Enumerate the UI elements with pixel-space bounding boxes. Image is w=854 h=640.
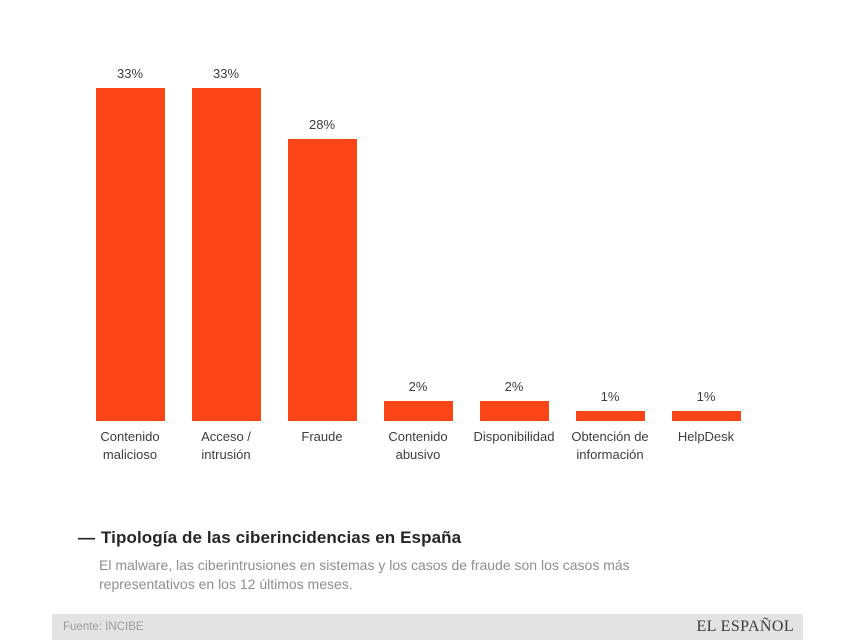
bar-column: 2% <box>370 379 466 421</box>
bar <box>191 88 261 421</box>
category-label: Contenido abusivo <box>388 429 448 462</box>
category-label: Disponibilidad <box>473 429 555 444</box>
bar-value-label: 33% <box>116 66 144 81</box>
bar-column: 28% <box>274 116 370 421</box>
brand-logo: EL ESPAÑOL <box>696 618 794 635</box>
source-label: Fuente: INCIBE <box>63 621 144 633</box>
bar <box>479 400 549 421</box>
category-label: Acceso / intrusión <box>201 429 251 462</box>
bar-value-label: 28% <box>308 116 336 132</box>
bar <box>95 88 165 421</box>
bar-value-label: 2% <box>504 378 524 394</box>
category-label: Obtención de información <box>571 429 649 462</box>
bar <box>671 410 741 421</box>
bar-column: 2% <box>466 379 562 421</box>
bar-column: 33% <box>178 66 274 421</box>
bar-value-label: 2% <box>408 378 428 394</box>
bars-row: 33% 33% 28% 2% 2% 1% 1% <box>82 41 754 421</box>
bar-column: 1% <box>562 389 658 421</box>
bar-value-label: 33% <box>212 66 240 81</box>
chart-title: Tipología de las ciberincidencias en Esp… <box>101 528 462 547</box>
bar-value-label: 1% <box>696 388 716 404</box>
bar <box>383 400 453 421</box>
bar-value-label: 1% <box>600 388 620 404</box>
bar-column: 1% <box>658 389 754 421</box>
bar <box>575 410 645 421</box>
category-labels-row: Contenido malicioso Acceso / intrusión Fra… <box>82 428 754 464</box>
chart-subtitle: El malware, las ciberintrusiones en sist… <box>99 557 630 592</box>
category-label: Contenido malicioso <box>100 429 160 462</box>
category-label: Fraude <box>301 429 343 444</box>
bar-column: 33% <box>82 66 178 421</box>
bar <box>287 138 357 421</box>
footer-bar: Fuente: INCIBE EL ESPAÑOL <box>52 614 803 640</box>
title-dash: — <box>78 528 95 547</box>
category-label: HelpDesk <box>677 429 735 444</box>
chart-title-row: — Tipología de las ciberincidencias en E… <box>78 528 461 548</box>
